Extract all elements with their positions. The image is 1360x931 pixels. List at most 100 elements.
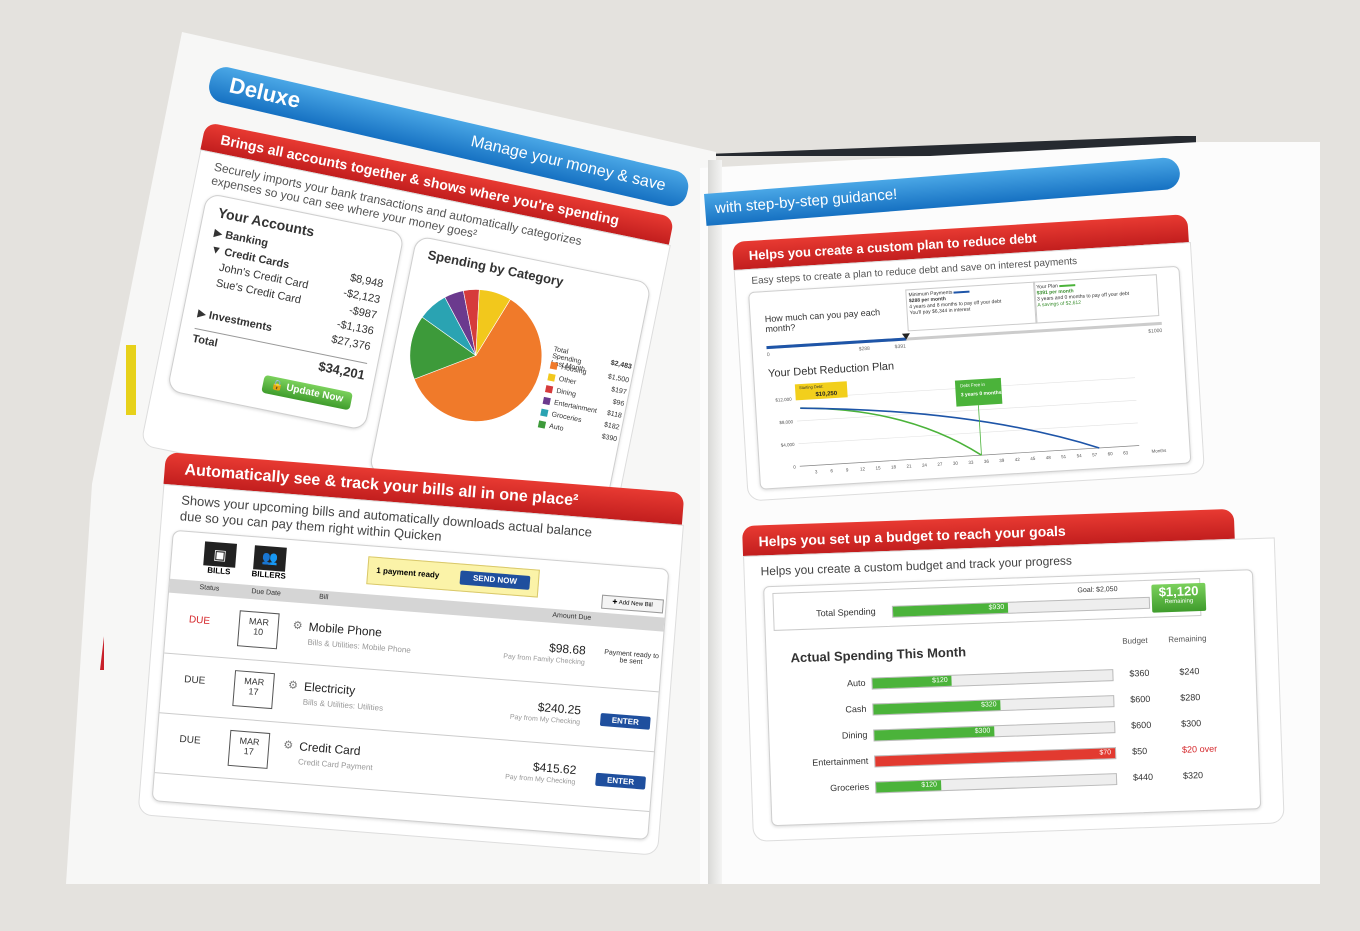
bill-amount: $240.25 [537, 699, 582, 718]
legend-swatch [537, 420, 547, 429]
budget-amount: $50 [1131, 746, 1148, 757]
budget-bar: $120 [874, 773, 1118, 794]
x-tick-label: 39 [999, 458, 1005, 463]
bill-name: Credit Card [298, 739, 362, 759]
x-tick-label: 21 [906, 463, 912, 468]
x-tick-label: 60 [1107, 451, 1113, 456]
total-spending-fill: $930 [892, 602, 1009, 617]
add-new-bill-button[interactable]: ✚ Add New Bill [601, 594, 664, 614]
enter-button[interactable]: ENTER [595, 772, 647, 790]
slider-labels: 0 $288 $391 $1000 [766, 327, 1163, 359]
x-axis-label: Months [1151, 448, 1167, 454]
budget-category: Cash [845, 703, 867, 715]
budget-amount: $600 [1131, 719, 1152, 731]
legend-swatch [544, 385, 554, 394]
enter-button[interactable]: ENTER [599, 712, 651, 730]
payment-ready-banner: 1 payment ready SEND NOW [366, 556, 540, 598]
accounts-section: Brings all accounts together & shows whe… [140, 122, 675, 542]
col-budget: Budget [1122, 635, 1148, 646]
budget-desc: Helps you create a custom budget and tra… [760, 553, 1073, 579]
x-tick-label: 12 [860, 466, 866, 471]
your-accounts-panel: Your Accounts ▶ Banking ▼ Credit Cards $8… [166, 192, 405, 431]
due-date-box: MAR 17 [227, 729, 271, 769]
due-date-box: MAR 10 [236, 610, 280, 650]
budget-bar: $120 [871, 669, 1114, 690]
spending-legend: Total Spending Last Month $2,483 Housing $… [537, 346, 633, 448]
tab-bills[interactable]: ▣ BILLS [199, 541, 241, 577]
x-tick-label: 45 [1030, 456, 1036, 461]
y-tick-label: 0 [793, 464, 796, 469]
debt-question: How much can you pay each month? [764, 307, 881, 335]
x-tick-label: 9 [846, 467, 849, 472]
your-plan-line [800, 407, 982, 456]
gear-icon[interactable]: ⚙ [282, 739, 294, 752]
debt-free-value: 3 years 0 months [961, 390, 1002, 398]
gridline [797, 399, 1137, 422]
budget-category: Groceries [830, 781, 870, 794]
send-now-button[interactable]: SEND NOW [459, 570, 531, 590]
spending-pie-chart [409, 289, 543, 422]
guidance-tagline: with step-by-step guidance! [714, 185, 898, 218]
update-now-button[interactable]: 🔒 Update Now [261, 374, 353, 411]
debt-free-badge [954, 377, 1003, 407]
x-tick-label: 3 [815, 469, 818, 474]
x-tick-label: 33 [968, 460, 974, 465]
x-tick-label: 48 [1046, 455, 1052, 460]
spending-panel: Spending by Category Total Spending Last… [368, 235, 652, 521]
debt-body: Easy steps to create a plan to reduce de… [733, 241, 1206, 502]
budget-bar-fill: $320 [873, 700, 1001, 715]
starting-debt-label: Starting Debt: [799, 384, 824, 390]
x-tick-label: 54 [1077, 453, 1083, 458]
x-tick-label: 18 [891, 464, 897, 469]
book-spine [708, 160, 722, 884]
x-axis [799, 445, 1140, 467]
bill-status: DUE [179, 733, 201, 747]
pie-slice-housing [413, 298, 543, 422]
bills-section: Automatically see & track your bills all… [135, 452, 685, 892]
budget-category: Auto [846, 677, 866, 689]
budget-bar: $300 [873, 721, 1116, 742]
total-spending-bar: $930 [891, 596, 1151, 618]
minimum-payments-box: Minimum Payments $288 per month 4 years … [905, 281, 1038, 332]
y-tick-label: $12,000 [775, 397, 792, 403]
budget-amount: $360 [1129, 667, 1150, 679]
payment-ready-text: Payment ready to be sent [603, 649, 660, 667]
legend-swatch [542, 396, 551, 406]
pie-slice-auto [409, 316, 477, 380]
budget-remaining: $320 [1182, 770, 1204, 781]
your-plan-box: Your Plan $391 per month 3 years and 0 m… [1032, 274, 1160, 324]
budget-amount: $440 [1132, 771, 1154, 783]
budget-section: Helps you set up a budget to reach your … [742, 508, 1285, 844]
x-tick-label: 63 [1123, 450, 1129, 455]
bill-category: Bills & Utilities: Mobile Phone [307, 637, 412, 655]
budget-body: Helps you create a custom budget and tra… [743, 537, 1285, 842]
pie-slice-other [475, 289, 511, 356]
x-tick-label: 6 [830, 468, 833, 473]
gear-icon[interactable]: ⚙ [292, 619, 304, 633]
starting-debt-badge [794, 381, 848, 401]
bill-status: DUE [188, 614, 211, 627]
gear-icon[interactable]: ⚙ [287, 679, 299, 693]
budget-amount: $600 [1130, 693, 1151, 705]
remaining-badge: $1,120 Remaining [1151, 582, 1207, 613]
starting-debt-value: $10,250 [815, 391, 838, 398]
plus-icon: ✚ [612, 599, 618, 606]
debt-panel: How much can you pay each month? Minimum… [748, 265, 1192, 490]
bill-name: Mobile Phone [308, 619, 383, 640]
budget-remaining: $20 over [1181, 743, 1218, 755]
due-date-box: MAR 17 [232, 670, 275, 710]
bill-amount: $415.62 [532, 759, 577, 778]
x-tick-label: 30 [953, 461, 959, 466]
bills-panel: ▣ BILLS 👥 BILLERS 1 payment ready SEND N… [151, 529, 670, 841]
bill-category: Credit Card Payment [297, 757, 373, 773]
x-tick-label: 42 [1015, 457, 1021, 462]
debt-free-label: Debt Free in [960, 382, 986, 389]
budget-bar: $320 [872, 695, 1115, 716]
accounts-body: Securely imports your bank transactions … [140, 149, 671, 542]
legend-swatch [549, 361, 559, 370]
tab-billers[interactable]: 👥 BILLERS [246, 545, 292, 581]
slider-handle[interactable] [901, 333, 911, 340]
lock-icon: 🔒 [270, 379, 285, 393]
budget-remaining: $240 [1179, 666, 1200, 677]
x-tick-label: 36 [984, 459, 990, 464]
